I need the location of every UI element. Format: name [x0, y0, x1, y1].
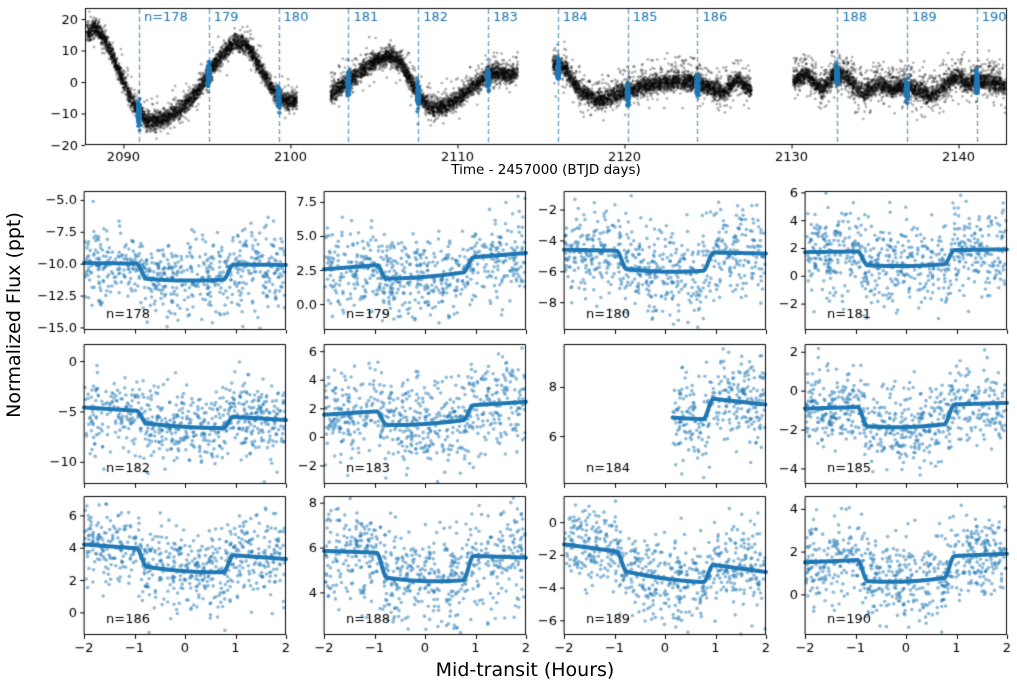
x-axis-label: Mid-transit (Hours): [435, 659, 615, 681]
y-axis-label: Normalized Flux (ppt): [3, 212, 25, 418]
time-axis-label: Time - 2457000 (BTJD days): [451, 162, 641, 178]
